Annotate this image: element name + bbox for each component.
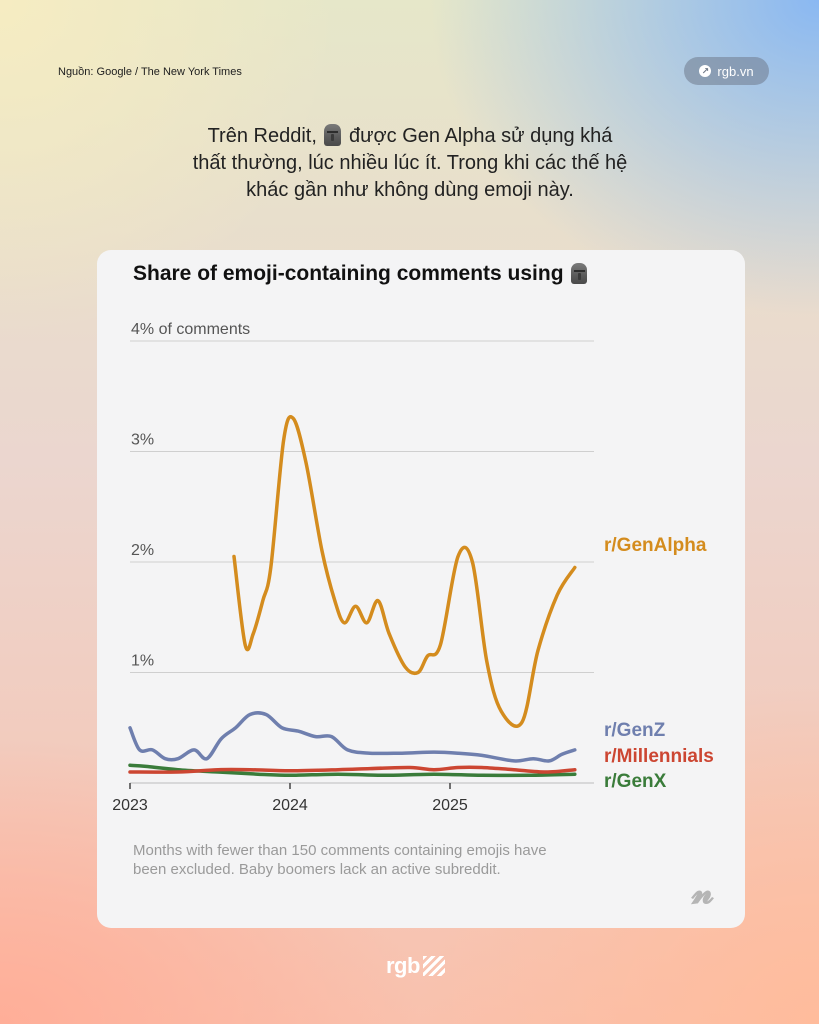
x-tick-label: 2025 bbox=[432, 797, 468, 814]
series-line-genz bbox=[128, 711, 577, 763]
series-line-genalpha bbox=[232, 415, 577, 728]
chart-title: Share of emoji-containing comments using bbox=[133, 262, 589, 286]
y-tick-label: 4% of comments bbox=[131, 321, 250, 338]
y-tick-label: 3% bbox=[131, 432, 154, 449]
nyt-logo-icon: 𝓷 bbox=[691, 874, 715, 911]
series-line-millennials bbox=[128, 765, 577, 774]
arrow-link-icon: ↗ bbox=[699, 65, 712, 77]
series-label-genz: r/GenZ bbox=[604, 720, 666, 741]
y-tick-label: 2% bbox=[131, 542, 154, 559]
series-label-genx: r/GenX bbox=[604, 771, 667, 792]
headline-line2: thất thường, lúc nhiều lúc ít. Trong khi… bbox=[192, 152, 628, 174]
headline-part1: Trên Reddit, bbox=[207, 125, 317, 147]
moai-emoji-icon bbox=[571, 263, 588, 284]
series-label-millennials: r/Millennials bbox=[604, 746, 714, 767]
footer-logo-text: rgb bbox=[386, 953, 420, 978]
x-tick-label: 2024 bbox=[272, 797, 308, 814]
y-tick-label: 1% bbox=[131, 653, 154, 670]
chart-title-text: Share of emoji-containing comments using bbox=[133, 262, 564, 285]
series-line-genx bbox=[128, 763, 577, 778]
chart-card: Share of emoji-containing comments using… bbox=[97, 250, 745, 928]
line-chart: 4% of comments 3% 2% 1% 2023 2024 2025 r/GenAlp… bbox=[112, 321, 714, 814]
source-credit: Nguồn: Google / The New York Times bbox=[58, 66, 242, 78]
headline-line3: khác gần như không dùng emoji này. bbox=[246, 179, 574, 201]
pill-label: rgb.vn bbox=[717, 63, 754, 79]
chart-footnote: Months with fewer than 150 comments cont… bbox=[133, 842, 547, 878]
headline: Trên Reddit, được Gen Alpha sử dụng khá … bbox=[140, 123, 680, 204]
stripes-icon bbox=[422, 956, 445, 976]
headline-part2: được Gen Alpha sử dụng khá bbox=[349, 125, 613, 147]
series-label-genalpha: r/GenAlpha bbox=[604, 535, 707, 556]
x-tick-label: 2023 bbox=[112, 797, 148, 814]
moai-emoji-icon bbox=[324, 124, 342, 146]
rgb-footer-logo: rgb bbox=[386, 953, 445, 979]
rgb-link-pill[interactable]: ↗ rgb.vn bbox=[684, 57, 769, 85]
